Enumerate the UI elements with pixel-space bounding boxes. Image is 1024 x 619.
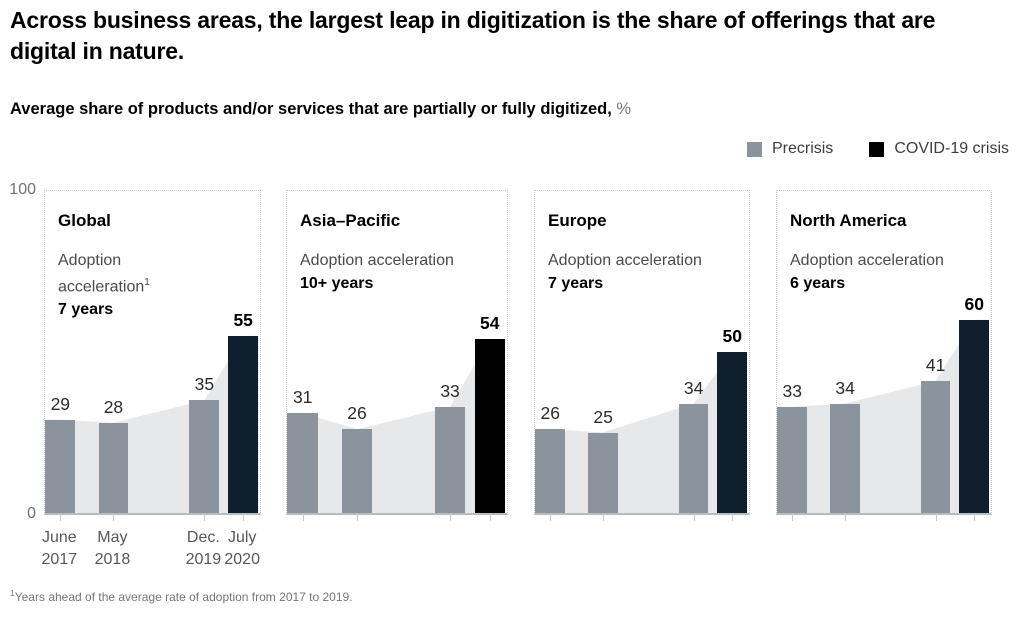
x-axis-label-dec-2019: Dec. 2019	[185, 529, 222, 568]
precrisis-bar-dec-2019	[920, 380, 951, 513]
chart-panel-europe: Europe Adoption acceleration 7 years 26 25 34…	[534, 190, 750, 521]
adoption-acceleration-label: Adoption acceleration 6 years	[790, 250, 945, 295]
bar-value-label: 50	[722, 326, 742, 346]
bar-value-label: 29	[50, 393, 71, 414]
legend-item-covid: COVID-19 crisis	[869, 140, 1009, 158]
x-axis-tick	[243, 513, 245, 521]
legend-label-covid: COVID-19 crisis	[894, 140, 1009, 157]
y-axis-label-0: 0	[27, 505, 36, 522]
x-axis-tick	[60, 513, 62, 521]
bar-value-label: 34	[683, 377, 704, 398]
precrisis-bar-june-2017	[777, 406, 808, 513]
bar-value-label: 35	[194, 374, 215, 395]
bar-value-label: 54	[480, 313, 500, 334]
adoption-acceleration-value: 7 years	[548, 275, 604, 292]
precrisis-bar-june-2017	[45, 419, 76, 513]
chart-panel-north-america: North America Adoption acceleration 6 year…	[776, 190, 992, 521]
x-axis-tick	[550, 513, 552, 521]
panel-title: Europe	[548, 211, 607, 230]
adoption-acceleration-value: 6 years	[790, 275, 846, 292]
x-axis-tick	[603, 513, 605, 521]
covid-bar-july-2020	[717, 352, 748, 513]
bar-value-label: 26	[347, 403, 367, 424]
page-title: Across business areas, the largest leap …	[10, 7, 936, 64]
adoption-acceleration-value: 7 years	[58, 301, 114, 319]
precrisis-bar-june-2017	[287, 413, 318, 513]
x-axis-label-july-2020: July 2020	[224, 529, 260, 568]
chart-subtitle: Average share of products and/or service…	[10, 100, 631, 119]
footnote-text: Years ahead of the average rate of adopt…	[14, 590, 353, 604]
bar-value-label: 26	[540, 403, 560, 424]
precrisis-bar-may-2018	[588, 432, 618, 513]
x-axis-tick	[693, 513, 695, 521]
bar-value-label: 41	[925, 354, 946, 375]
footnote-superscript: 1	[10, 588, 15, 598]
x-axis-tick	[935, 513, 937, 521]
precrisis-bar-june-2017	[535, 429, 566, 513]
subtitle-unit: %	[616, 100, 632, 118]
x-axis-tick	[489, 513, 491, 521]
panel-header: North America Adoption acceleration 6 year…	[790, 211, 945, 295]
x-axis-tick	[113, 513, 115, 521]
x-axis-tick	[450, 513, 452, 521]
legend-swatch-precrisis	[746, 141, 762, 157]
x-axis-tick	[302, 513, 304, 521]
chart-panel-global: Global Adoption acceleration1 7 years 29 28 3…	[44, 190, 261, 521]
legend-label-precrisis: Precrisis	[771, 140, 834, 157]
adoption-acceleration-value: 10+ years	[300, 275, 374, 292]
legend-item-precrisis: Precrisis	[746, 140, 834, 158]
bar-value-label: 28	[103, 396, 124, 417]
bar-value-label: 33	[440, 380, 460, 401]
panel-header: Global Adoption acceleration1 7 years	[58, 211, 213, 321]
panel-title: Global	[58, 211, 111, 230]
precrisis-bar-dec-2019	[678, 403, 709, 513]
x-axis-tick	[204, 513, 206, 521]
covid-bar-july-2020	[474, 339, 506, 513]
bar-value-label: 25	[593, 406, 613, 427]
precrisis-bar-may-2018	[98, 422, 129, 513]
bar-value-label: 33	[782, 380, 802, 401]
legend: Precrisis COVID-19 crisis	[746, 140, 1009, 158]
precrisis-bar-dec-2019	[434, 406, 466, 513]
panel-title: North America	[790, 211, 907, 230]
chart-panel-asia-pacific: Asia–Pacific Adoption acceleration 10+ yea…	[286, 190, 508, 521]
y-axis-label-100: 100	[9, 181, 36, 198]
bar-value-label: 31	[292, 387, 313, 408]
precrisis-bar-may-2018	[830, 403, 860, 513]
adoption-acceleration-label: Adoption acceleration 10+ years	[300, 250, 455, 295]
panel-header: Europe Adoption acceleration 7 years	[548, 211, 703, 295]
adoption-acceleration-label: Adoption acceleration1 7 years	[58, 250, 213, 321]
precrisis-bar-dec-2019	[189, 400, 220, 513]
footnote: 1Years ahead of the average rate of adop…	[10, 588, 353, 604]
x-axis-tick	[732, 513, 734, 521]
panel-title: Asia–Pacific	[300, 211, 401, 230]
bar-value-label: 60	[964, 293, 984, 314]
legend-swatch-covid	[869, 141, 885, 157]
covid-bar-july-2020	[959, 319, 990, 513]
bar-value-label: 34	[835, 377, 855, 398]
covid-bar-july-2020	[228, 335, 259, 513]
x-axis-tick	[357, 513, 358, 521]
subtitle-text: Average share of products and/or service…	[10, 100, 612, 118]
panel-header: Asia–Pacific Adoption acceleration 10+ yea…	[300, 211, 455, 295]
adoption-acceleration-label: Adoption acceleration 7 years	[548, 250, 703, 295]
x-axis-label-may-2018: May 2018	[94, 529, 131, 568]
x-axis-tick	[974, 513, 976, 521]
bar-value-label: 55	[233, 309, 253, 330]
x-axis-label-june-2017: June 2017	[41, 529, 78, 568]
precrisis-bar-may-2018	[341, 429, 373, 513]
x-axis-tick	[792, 513, 794, 521]
x-axis-tick	[845, 513, 847, 521]
